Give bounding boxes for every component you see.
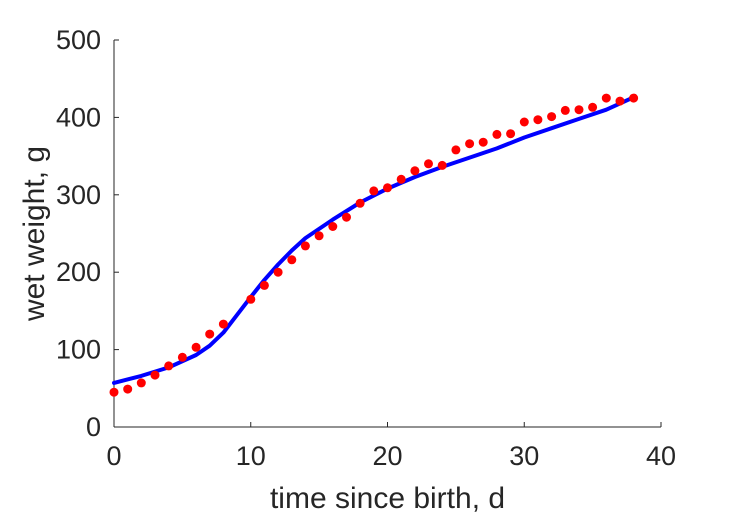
data-point xyxy=(314,231,324,241)
data-point xyxy=(383,183,392,193)
data-point xyxy=(410,166,420,176)
data-point xyxy=(465,139,475,149)
data-point xyxy=(150,370,160,380)
x-tick-label: 20 xyxy=(372,441,402,471)
data-point xyxy=(328,222,338,231)
data-point xyxy=(451,145,461,155)
data-point xyxy=(109,387,119,397)
data-point xyxy=(506,129,516,139)
y-tick-label: 300 xyxy=(56,180,101,210)
y-tick-label: 400 xyxy=(56,102,101,132)
x-tick-label: 10 xyxy=(236,441,266,471)
data-point xyxy=(164,361,174,371)
data-point xyxy=(369,186,379,196)
x-axis-label: time since birth, d xyxy=(270,482,505,515)
data-point xyxy=(246,294,256,304)
x-tick-label: 30 xyxy=(509,441,539,471)
x-tick-label: 0 xyxy=(106,441,121,471)
data-point xyxy=(588,102,598,112)
y-axis-label: wet weight, g xyxy=(18,146,51,322)
y-tick-label: 100 xyxy=(56,335,101,365)
y-tick-label: 0 xyxy=(86,412,101,442)
data-point xyxy=(355,198,365,208)
data-point xyxy=(533,115,543,125)
data-point xyxy=(629,93,639,103)
data-point xyxy=(218,319,228,329)
data-point xyxy=(519,117,529,127)
data-point xyxy=(123,384,133,394)
data-point xyxy=(437,160,447,170)
data-point xyxy=(478,137,488,147)
data-point xyxy=(560,105,570,115)
data-point xyxy=(615,96,625,106)
data-points-layer xyxy=(109,93,639,397)
data-point xyxy=(177,352,187,362)
data-point xyxy=(259,280,269,290)
data-point xyxy=(273,267,283,277)
y-tick-label: 500 xyxy=(56,25,101,55)
y-tick-label: 200 xyxy=(56,257,101,287)
data-point xyxy=(601,93,611,103)
data-point xyxy=(574,105,584,115)
data-point xyxy=(287,255,297,265)
data-point xyxy=(424,159,433,169)
data-point xyxy=(191,342,201,352)
fit-curve-line xyxy=(112,95,636,385)
data-point xyxy=(396,174,406,184)
data-point xyxy=(547,112,557,122)
data-point xyxy=(492,129,502,139)
data-point xyxy=(205,329,215,339)
data-point xyxy=(342,212,351,222)
fit-line-layer xyxy=(112,95,636,385)
data-point xyxy=(136,378,146,388)
x-tick-label: 40 xyxy=(646,441,676,471)
data-point xyxy=(300,241,310,251)
